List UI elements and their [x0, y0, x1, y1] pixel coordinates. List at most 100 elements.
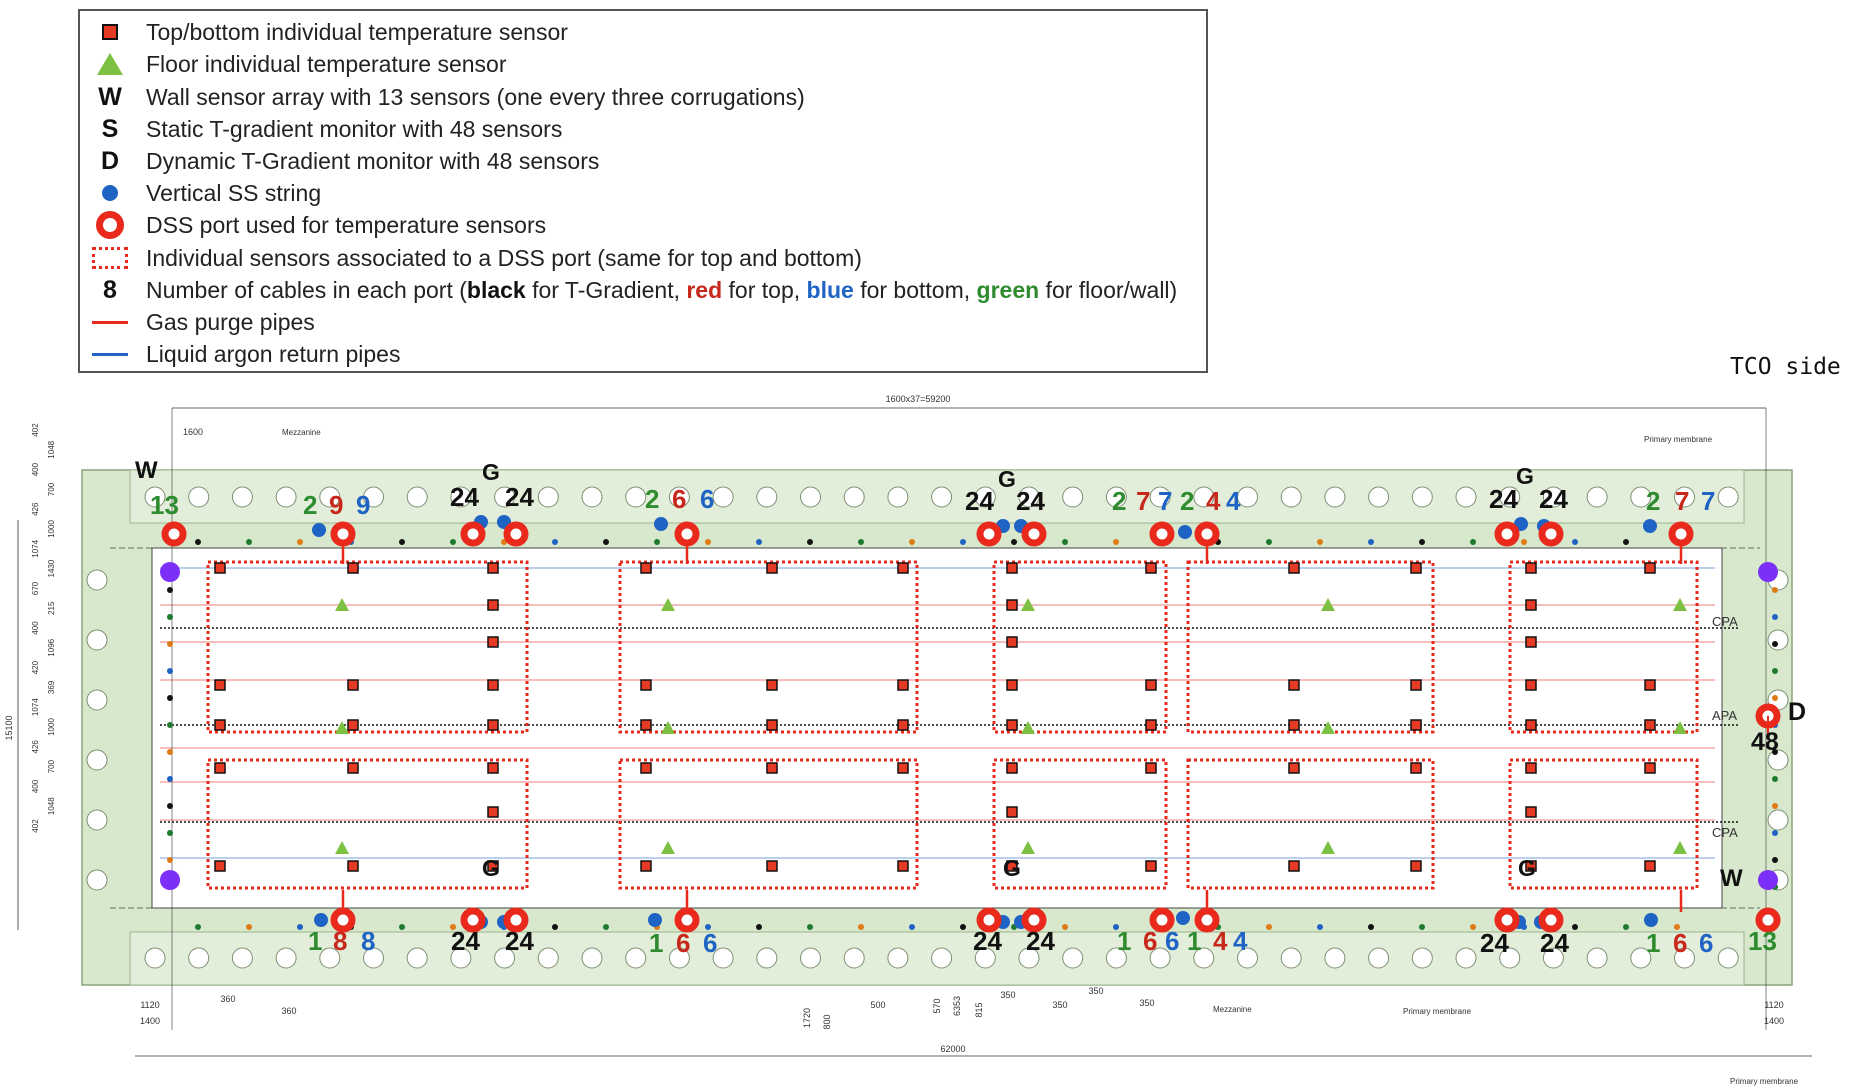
- top-bottom-sensor: [347, 719, 359, 731]
- bottom-cable-count: 8: [333, 926, 347, 956]
- gas-letter-top-2: G: [998, 466, 1016, 492]
- flange-circle-top: [1368, 486, 1390, 508]
- flange-circle-left: [86, 749, 108, 771]
- flange-circle-top: [1411, 486, 1433, 508]
- top-cable-count: 6: [700, 484, 714, 514]
- flange-circle-top: [1717, 486, 1739, 508]
- floor-sensor: [661, 721, 675, 734]
- dim-left-1120: 1120: [140, 1000, 159, 1010]
- small-top-marker: [1011, 539, 1017, 545]
- flange-circle-top: [537, 486, 559, 508]
- flange-circle-bottom: [974, 947, 996, 969]
- flange-circle-top: [1455, 486, 1477, 508]
- dss-port: [1494, 521, 1520, 547]
- sensor-group-box-top: [618, 560, 919, 734]
- top-bottom-sensor: [487, 599, 499, 611]
- top-bottom-sensor: [347, 762, 359, 774]
- top-bottom-sensor: [487, 860, 499, 872]
- dss-port: [1538, 521, 1564, 547]
- floor-sensor: [1021, 841, 1035, 854]
- cpa-label-1: CPA: [1712, 614, 1738, 629]
- legend-box: Top/bottom individual temperature sensor…: [78, 9, 1208, 373]
- flange-circle-top: [494, 486, 516, 508]
- small-top-marker: [960, 539, 966, 545]
- top-bottom-sensor: [897, 679, 909, 691]
- top-bottom-sensor: [1525, 860, 1537, 872]
- small-top-marker: [1317, 539, 1323, 545]
- flange-circle-bottom: [1586, 947, 1608, 969]
- apa-label: APA: [1712, 708, 1737, 723]
- static-letter-icon: S: [101, 114, 119, 143]
- small-bottom-marker: [603, 924, 609, 930]
- top-bottom-sensor: [214, 679, 226, 691]
- flange-circle-right: [1767, 749, 1789, 771]
- dim-left-vertical-label: 700: [47, 482, 56, 496]
- legend-row-lar-return: Liquid argon return pipes: [92, 339, 400, 369]
- flange-circle-right: [1767, 809, 1789, 831]
- bottom-cable-count: 24: [1480, 928, 1509, 958]
- small-top-marker: [1266, 539, 1272, 545]
- top-cable-count: 2: [1646, 486, 1660, 516]
- flange-circle-bottom: [887, 947, 909, 969]
- flange-circle-top: [712, 486, 734, 508]
- dim-left-vertical-label: 426: [31, 740, 40, 754]
- vertical-ss-string: [1176, 911, 1190, 925]
- wall-array-letter-top-left: W: [135, 457, 158, 484]
- vertical-ss-string: [654, 517, 668, 531]
- sensor-group-box-top: [992, 560, 1168, 734]
- legend-label: Top/bottom individual temperature sensor: [146, 18, 568, 45]
- small-top-marker: [1419, 539, 1425, 545]
- top-bottom-sensor: [1006, 719, 1018, 731]
- top-bottom-sensor: [487, 806, 499, 818]
- top-bottom-sensor: [897, 762, 909, 774]
- top-bottom-sensor: [1006, 599, 1018, 611]
- top-bottom-sensor: [1410, 860, 1422, 872]
- flange-circle-bottom: [1455, 947, 1477, 969]
- small-bottom-marker: [297, 924, 303, 930]
- top-bottom-sensor: [897, 719, 909, 731]
- small-top-marker: [1368, 539, 1374, 545]
- flange-circle-bottom: [1018, 947, 1040, 969]
- bottom-cable-count: 24: [1540, 928, 1569, 958]
- dim-bottom-570: 570: [932, 998, 942, 1013]
- dss-port: [1494, 907, 1520, 933]
- top-bottom-sensor: [1525, 679, 1537, 691]
- small-top-marker: [807, 539, 813, 545]
- legend-label: Floor individual temperature sensor: [146, 50, 507, 77]
- top-bottom-sensor: [214, 860, 226, 872]
- legend-row-top-bottom-sensor: Top/bottom individual temperature sensor: [92, 17, 568, 47]
- flange-circle-bottom: [1149, 947, 1171, 969]
- top-bottom-sensor: [766, 562, 778, 574]
- dim-left-vertical-label: 369: [47, 680, 56, 694]
- inner-lines: [110, 547, 1760, 909]
- gas-letter-bottom-1: G: [482, 855, 500, 881]
- top-bottom-sensor: [1145, 719, 1157, 731]
- bottom-cable-count: 8: [361, 926, 375, 956]
- top-bottom-sensor: [1644, 562, 1656, 574]
- top-bottom-sensor: [1145, 762, 1157, 774]
- top-bottom-sensor: [640, 562, 652, 574]
- legend-row-wall-array: W Wall sensor array with 13 sensors (one…: [92, 82, 805, 112]
- dim-left-vertical-label: 1048: [47, 797, 56, 815]
- flange-circle-top: [188, 486, 210, 508]
- top-bottom-sensor: [1410, 562, 1422, 574]
- top-bottom-sensor: [1644, 719, 1656, 731]
- small-top-marker: [195, 539, 201, 545]
- flange-circle-top: [1586, 486, 1608, 508]
- red-ring-icon: [92, 210, 128, 240]
- annotation-mezzanine-top: Mezzanine: [282, 428, 321, 437]
- bottom-cable-count: 13: [1748, 926, 1777, 956]
- top-cable-count: 7: [1158, 486, 1172, 516]
- top-bottom-sensor: [640, 679, 652, 691]
- dim-right-1400: 1400: [1764, 1016, 1784, 1026]
- small-bottom-marker: [960, 924, 966, 930]
- flange-circle-top: [581, 486, 603, 508]
- legend-row-floor-sensor: Floor individual temperature sensor: [92, 49, 507, 79]
- dim-total-length: 62000: [940, 1044, 965, 1054]
- flange-circle-top: [668, 486, 690, 508]
- flange-circle-top: [625, 486, 647, 508]
- sensor-groups: [206, 560, 1699, 890]
- vertical-ss-string: [314, 913, 328, 927]
- small-bottom-marker: [1266, 924, 1272, 930]
- vertical-ss-string: [1644, 913, 1658, 927]
